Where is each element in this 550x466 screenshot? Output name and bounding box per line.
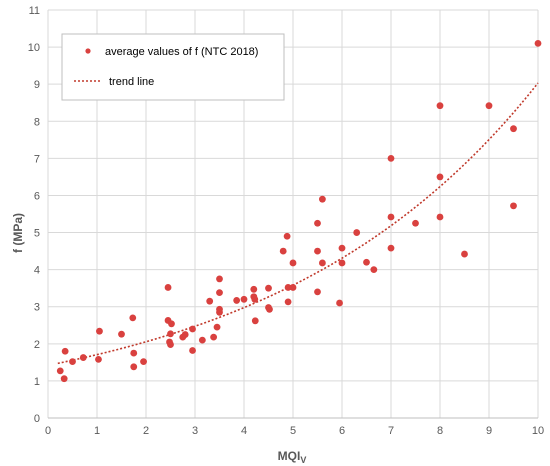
data-point — [181, 331, 189, 338]
data-point — [336, 299, 343, 307]
data-point — [168, 320, 175, 328]
x-tick-label: 4 — [241, 425, 247, 437]
data-point — [216, 275, 223, 283]
data-point — [370, 266, 378, 274]
y-axis-label: f (MPa) — [11, 213, 25, 253]
legend-trend-label: trend line — [109, 76, 154, 88]
y-tick-label: 1 — [34, 376, 40, 388]
y-tick-label: 9 — [34, 79, 40, 91]
y-tick-label: 7 — [34, 153, 40, 165]
data-point — [167, 330, 174, 338]
data-points — [56, 39, 542, 383]
data-point — [250, 285, 258, 293]
data-point — [461, 250, 468, 258]
data-point — [412, 219, 419, 227]
data-point — [266, 305, 273, 313]
data-point — [216, 289, 223, 297]
data-point — [118, 330, 125, 338]
data-point — [69, 358, 76, 366]
data-point — [534, 39, 542, 47]
data-point — [189, 325, 196, 333]
y-tick-labels: 0 1 2 3 4 5 6 7 8 9 10 11 — [28, 5, 40, 425]
data-point — [129, 314, 137, 322]
data-point — [130, 363, 138, 371]
data-point — [436, 102, 444, 110]
data-point — [485, 102, 493, 110]
data-point — [289, 259, 297, 267]
x-tick-label: 7 — [388, 425, 394, 437]
legend-point-marker — [85, 48, 91, 54]
data-point — [363, 258, 370, 266]
x-tick-label: 0 — [45, 425, 51, 437]
y-tick-label: 6 — [34, 190, 40, 202]
data-point — [96, 327, 103, 335]
data-point — [210, 333, 218, 341]
data-point — [284, 298, 292, 306]
data-point — [213, 323, 221, 331]
y-tick-label: 2 — [34, 339, 40, 351]
x-axis-label-subscript: V — [300, 455, 306, 465]
data-point — [251, 295, 259, 303]
data-point — [56, 367, 64, 375]
data-point — [61, 347, 69, 355]
y-tick-label: 5 — [34, 228, 40, 240]
data-point — [216, 308, 223, 316]
data-point — [251, 317, 259, 325]
data-point — [164, 284, 172, 291]
legend-points-label: average values of f (NTC 2018) — [105, 46, 258, 58]
legend-box — [61, 33, 285, 101]
x-tick-label: 2 — [143, 425, 149, 437]
data-point — [353, 229, 361, 236]
trend-line — [57, 82, 539, 365]
y-tick-label: 10 — [28, 42, 40, 54]
data-point — [387, 244, 395, 252]
data-point — [240, 295, 248, 303]
data-point — [314, 247, 321, 255]
x-tick-label: 10 — [532, 425, 544, 437]
x-tick-label: 6 — [339, 425, 345, 437]
x-tick-label: 8 — [437, 425, 443, 437]
y-tick-label: 0 — [34, 413, 40, 425]
x-tick-label: 5 — [290, 425, 296, 437]
x-tick-label: 3 — [192, 425, 198, 437]
data-point — [314, 288, 321, 296]
data-point — [289, 284, 297, 291]
data-point — [189, 347, 196, 354]
data-point — [319, 195, 326, 203]
data-point — [338, 244, 346, 252]
x-tick-label: 1 — [94, 425, 100, 437]
data-point — [510, 202, 517, 210]
data-point — [510, 125, 517, 133]
data-point — [198, 336, 206, 344]
data-point — [60, 375, 68, 383]
data-point — [387, 213, 395, 221]
y-tick-label: 4 — [34, 265, 40, 277]
y-tick-label: 3 — [34, 302, 40, 314]
y-tick-label: 8 — [34, 116, 40, 128]
y-tick-label: 11 — [29, 5, 40, 17]
data-point — [233, 297, 241, 304]
legend: average values of f (NTC 2018) trend lin… — [61, 33, 285, 101]
data-point — [338, 259, 346, 267]
data-point — [79, 354, 87, 361]
data-point — [314, 219, 321, 227]
data-point — [436, 213, 444, 221]
x-axis-label-main: MQI — [278, 449, 301, 463]
data-point — [140, 358, 147, 366]
data-point — [387, 154, 395, 162]
data-point — [265, 284, 272, 292]
data-point — [95, 355, 102, 363]
data-point — [436, 173, 444, 181]
data-point — [167, 341, 174, 348]
x-axis-label: MQIV — [278, 449, 307, 465]
data-point — [206, 297, 214, 305]
data-point — [284, 284, 292, 291]
data-point — [130, 349, 138, 357]
x-tick-labels: 0 1 2 3 4 5 6 7 8 9 10 — [45, 425, 544, 437]
data-point — [283, 232, 291, 240]
data-point — [319, 259, 326, 267]
data-point — [279, 247, 287, 255]
x-tick-label: 9 — [486, 425, 492, 437]
